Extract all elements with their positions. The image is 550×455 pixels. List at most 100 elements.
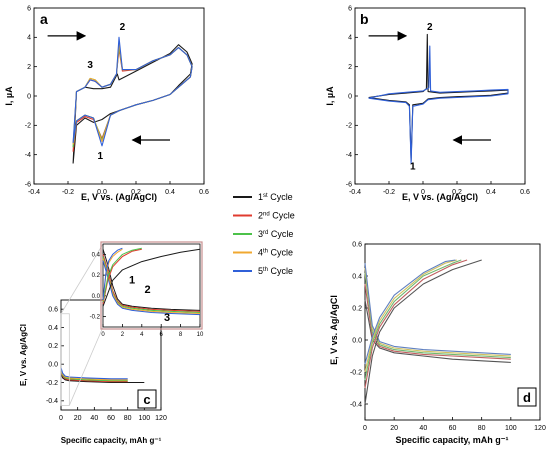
panel-b-ytick-label: -2 — [346, 123, 352, 130]
legend-item: 4th Cycle — [233, 248, 293, 258]
panel-d-xtick-label: 40 — [419, 425, 427, 432]
panel-d-frame — [364, 243, 541, 421]
legend-rest: Cycle — [268, 248, 293, 258]
panel-c-label: c — [143, 392, 150, 407]
panel-a-ylabel: I, µA — [4, 86, 14, 106]
legend-item: 1st Cycle — [233, 192, 293, 202]
inset-xtick-label: 0 — [101, 332, 105, 338]
panel-c-ytick-label: -0.2 — [46, 380, 58, 387]
panel-d-xtick-label: 80 — [478, 425, 486, 432]
panel-b-ytick-label: -4 — [346, 152, 352, 159]
panel-c-ylabel: E, V vs. Ag/AgCl — [19, 324, 28, 386]
legend-num: 2 — [258, 211, 263, 221]
panel-d-ticks: 0 20 40 60 80 100 120 -0.4 -0.2 0.0 0.2 0.4 0.6 — [350, 241, 546, 432]
legend-label: 2nd Cycle — [258, 211, 295, 221]
panel-d-series-7 — [364, 259, 468, 389]
panel-b-series-2 — [368, 45, 509, 165]
inset-series-7 — [102, 248, 142, 305]
inset-annotation-3: 3 — [164, 312, 170, 324]
panel-b-ytick-label: 4 — [348, 35, 352, 42]
panel-b-ticks: -0.4 -0.2 0 0.2 0.4 0.6 -6 -4 -2 0 2 4 6 — [346, 5, 530, 196]
panel-a-ticks: -0.4 -0.2 0.0 0.2 0.4 0.6 -6 -4 -2 0 2 4 6 — [25, 5, 209, 196]
legend-sup: th — [263, 249, 268, 255]
legend-num: 4 — [258, 248, 263, 258]
panel-d-series-10 — [364, 259, 456, 365]
panel-b-xlabel: E, V vs. (Ag/AgCl) — [402, 192, 478, 202]
panel-a-ytick-label: -4 — [25, 152, 31, 159]
panel-a-ytick-label: 2 — [27, 64, 31, 71]
inset-ticks: 0 2 4 6 8 10 -0.2 0.0 0.2 0.4 — [90, 252, 204, 338]
panel-d-series-8 — [364, 259, 462, 381]
panel-c-xlabel: Specific capacity, mAh g⁻¹ — [61, 436, 162, 445]
panel-a-label: a — [40, 11, 48, 27]
panel-c-ytick-label: 0.0 — [48, 362, 58, 369]
panel-b-ytick-label: 6 — [348, 5, 352, 12]
panel-d-series-5 — [364, 263, 511, 355]
inset-ytick-label: 0.4 — [92, 252, 101, 258]
panel-c-xtick-label: 0 — [59, 415, 63, 422]
legend-item: 3rd Cycle — [233, 229, 293, 239]
panel-b-xtick-label: -0.4 — [349, 189, 361, 196]
panel-d-series-9 — [364, 259, 458, 373]
panel-a-ytick-label: 0 — [27, 93, 31, 100]
panel-a-ytick-label: 6 — [27, 5, 31, 12]
legend-sup: st — [263, 193, 268, 199]
panel-a-ytick-label: -6 — [25, 181, 31, 188]
panel-b-annotation-1: 1 — [410, 161, 416, 172]
inset-xtick-label: 4 — [140, 332, 144, 338]
panel-a: -0.4 -0.2 0.0 0.2 0.4 0.6 -6 -4 -2 0 2 4 6 E, V vs. (… — [4, 5, 209, 202]
panel-a-xtick-label: 0.6 — [199, 189, 209, 196]
panel-d-series-6 — [364, 259, 482, 405]
legend-num: 5 — [258, 266, 263, 276]
panel-a-series-1 — [72, 44, 193, 164]
panel-a-annotation-2: 2 — [120, 22, 126, 33]
inset-xtick-label: 6 — [160, 332, 164, 338]
panel-c-ytick-label: -0.4 — [46, 398, 58, 405]
inset-ytick-label: 0.0 — [92, 294, 101, 300]
panel-a-ytick-label: -2 — [25, 123, 31, 130]
panel-a-series-5 — [72, 36, 193, 147]
inset-series-10 — [102, 247, 123, 301]
inset-zoom-line — [68, 326, 104, 406]
panel-b-xtick-label: 0.4 — [486, 189, 496, 196]
panel-d-ytick-label: -0.2 — [350, 369, 362, 376]
panel-a-xtick-label: 0.0 — [97, 189, 107, 196]
panel-d-xtick-label: 60 — [449, 425, 457, 432]
panel-b: -0.4 -0.2 0 0.2 0.4 0.6 -6 -4 -2 0 2 4 6 E, V vs. (Ag… — [325, 5, 530, 202]
inset-annotation-1: 1 — [129, 274, 135, 286]
inset-series-4 — [102, 258, 201, 314]
inset-series-5 — [102, 260, 201, 316]
panel-d-ytick-label: 0.0 — [352, 337, 362, 344]
inset-series-6 — [102, 248, 201, 307]
panel-d-xtick-label: 100 — [505, 425, 517, 432]
inset-zoom-line — [60, 243, 104, 314]
panel-b-xtick-label: 0.6 — [520, 189, 530, 196]
panel-a-frame — [33, 7, 205, 185]
panel-c-label-box — [137, 389, 157, 409]
panel-d-ytick-label: 0.4 — [352, 273, 362, 280]
panel-d: 0 20 40 60 80 100 120 -0.4 -0.2 0.0 0.2 0.4 0.6 Speci… — [329, 241, 546, 445]
inset-xtick-label: 8 — [179, 332, 183, 338]
inset-zoom-box — [60, 313, 70, 406]
panel-d-ytick-label: -0.4 — [350, 401, 362, 408]
panel-a-xtick-label: -0.2 — [62, 189, 74, 196]
panel-c-xtick-label: 60 — [107, 415, 115, 422]
inset-series-1 — [102, 249, 201, 311]
legend-label: 3rd Cycle — [258, 229, 293, 239]
panel-d-label: d — [523, 390, 531, 405]
panel-b-annotation-2: 2 — [427, 22, 433, 33]
legend-label: 4th Cycle — [258, 248, 293, 258]
panel-b-ytick-label: 0 — [348, 93, 352, 100]
legend-sup: th — [263, 267, 268, 273]
panel-d-ytick-label: 0.2 — [352, 305, 362, 312]
panel-d-ylabel: E, V vs. Ag/AgCl — [329, 295, 339, 365]
panel-a-xtick-label: 0.2 — [131, 189, 141, 196]
panel-a-annotation-1: 1 — [98, 151, 104, 162]
inset-series-8 — [102, 247, 142, 303]
legend-sup: nd — [263, 212, 270, 218]
panel-b-ylabel: I, µA — [325, 86, 335, 106]
panel-a-annotation-3: 3 — [87, 60, 93, 71]
panel-b-xtick-label: -0.2 — [383, 189, 395, 196]
